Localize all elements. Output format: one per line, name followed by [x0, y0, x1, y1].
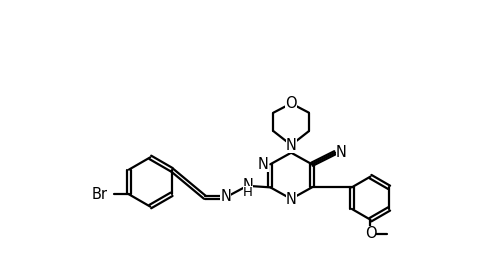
Text: N: N: [220, 189, 230, 204]
Text: O: O: [285, 96, 297, 111]
Text: N: N: [285, 138, 296, 153]
Text: N: N: [285, 192, 296, 207]
Text: N: N: [242, 178, 253, 193]
Text: N: N: [335, 145, 346, 160]
Text: N: N: [258, 157, 269, 172]
Text: Br: Br: [91, 187, 107, 202]
Text: O: O: [364, 226, 376, 241]
Text: H: H: [242, 186, 253, 199]
